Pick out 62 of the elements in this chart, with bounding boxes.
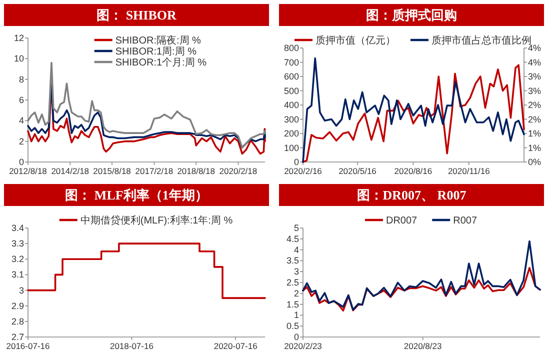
y2-tick-label: 1% <box>528 142 542 153</box>
y2-tick-label: 3% <box>528 72 542 82</box>
y-tick-label: 1 <box>294 310 299 320</box>
y-tick-label: 6 <box>18 95 24 105</box>
x-tick-label: 2020/2/16 <box>284 166 322 176</box>
y-tick-label: 400 <box>284 100 299 110</box>
x-tick-label: 2016-07-16 <box>6 341 50 351</box>
y-tick-label: 12 <box>14 33 24 43</box>
x-tick-label: 2020/8/23 <box>404 341 442 351</box>
x-tick-label: 2018/8/18 <box>177 166 216 176</box>
y-tick-label: 5 <box>294 223 299 233</box>
chart-title: 图： MLF利率（1年期） <box>65 188 208 202</box>
y-tick-label: 2.5 <box>286 278 299 288</box>
y2-tick-label: 0% <box>528 157 542 167</box>
x-tick-label: 2015/8/18 <box>93 166 132 176</box>
y-tick-label: 8 <box>18 74 24 84</box>
y-tick-label: 3.2 <box>11 254 24 264</box>
y-tick-label: 800 <box>284 43 299 53</box>
y-tick-label: 600 <box>284 72 299 82</box>
x-tick-label: 2017/2/18 <box>135 166 174 176</box>
x-tick-label: 2020/2/18 <box>219 166 258 176</box>
y-tick-label: 3 <box>294 266 299 277</box>
y-tick-label: 3 <box>18 285 24 296</box>
y-tick-label: 4 <box>18 116 24 126</box>
chart-title: 图： SHIBOR <box>96 8 178 22</box>
x-tick-label: 2020/2/23 <box>284 341 322 351</box>
y-tick-label: 0 <box>294 157 299 167</box>
y-tick-label: 0 <box>294 332 299 342</box>
x-tick-label: 2020/8/16 <box>394 166 432 176</box>
x-tick-label: 2020-07-16 <box>214 341 258 351</box>
y-tick-label: 2 <box>18 136 24 146</box>
y2-tick-label: 3% <box>528 86 542 96</box>
y-tick-label: 2.8 <box>11 316 24 326</box>
x-tick-label: 2012/8/18 <box>9 166 48 176</box>
y-tick-label: 100 <box>284 142 299 153</box>
y2-tick-label: 2% <box>528 100 542 110</box>
y-tick-label: 0 <box>18 157 24 167</box>
y-tick-label: 2.9 <box>11 300 24 311</box>
y-tick-label: 0.5 <box>286 321 299 332</box>
chart-title: 图：质押式回购 <box>366 8 457 22</box>
y-tick-label: 300 <box>284 114 299 124</box>
x-tick-label: 2020/5/16 <box>338 166 377 176</box>
y-tick-label: 3.1 <box>11 270 24 280</box>
chart-title: 图：DR007、 R007 <box>356 188 467 202</box>
y-tick-label: 3.3 <box>11 238 24 249</box>
x-tick-label: 2020/11/16 <box>448 166 490 176</box>
y2-tick-label: 2% <box>528 114 542 124</box>
y-tick-label: 10 <box>14 54 24 64</box>
y2-tick-label: 4% <box>528 57 542 68</box>
y-tick-label: 700 <box>284 57 299 68</box>
y-tick-label: 200 <box>284 128 299 138</box>
y-tick-label: 3.5 <box>286 256 299 266</box>
y-tick-label: 2 <box>294 288 299 298</box>
y2-tick-label: 1% <box>528 128 542 138</box>
x-tick-label: 2018-07-16 <box>110 341 154 351</box>
y-tick-label: 4 <box>294 244 299 255</box>
y-tick-label: 3.4 <box>11 223 24 233</box>
y-tick-label: 4.5 <box>286 234 299 244</box>
y-tick-label: 500 <box>284 86 299 96</box>
y-tick-label: 2.7 <box>11 332 24 342</box>
x-tick-label: 2014/2/18 <box>51 166 90 176</box>
y-tick-label: 1.5 <box>286 299 299 310</box>
